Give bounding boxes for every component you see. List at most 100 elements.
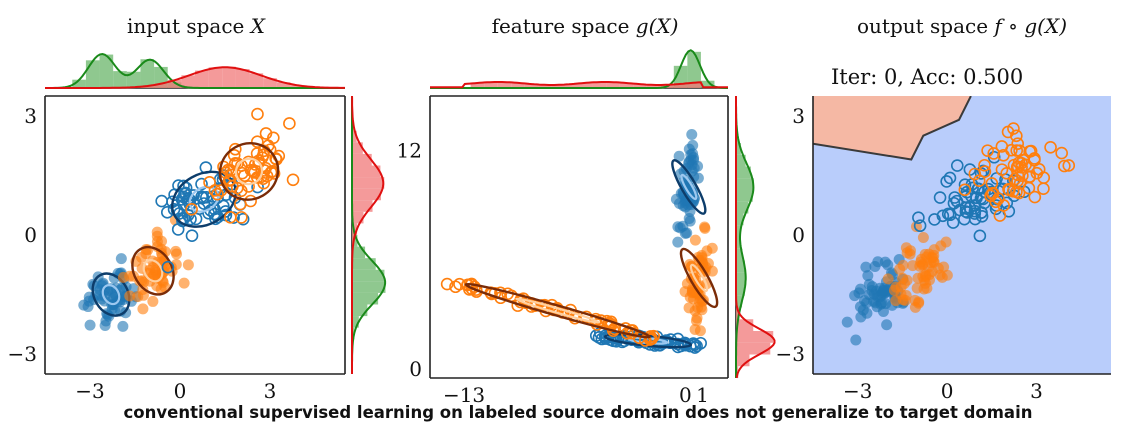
target-histogram-bar bbox=[736, 331, 774, 343]
density-contour bbox=[171, 170, 237, 228]
data-point bbox=[236, 212, 250, 226]
data-point bbox=[694, 325, 706, 337]
panel-input-space: −3 0 3 −3 0 3 bbox=[8, 52, 387, 403]
data-point bbox=[928, 213, 941, 226]
target-kde-curve bbox=[45, 66, 345, 89]
series-target-class-1-hollow- bbox=[958, 122, 1076, 222]
y-tick-label: 12 bbox=[397, 139, 422, 163]
data-point bbox=[688, 338, 702, 351]
data-point bbox=[976, 192, 990, 206]
x-tick-label: 3 bbox=[1030, 379, 1043, 403]
data-point bbox=[1037, 171, 1051, 184]
data-point bbox=[958, 178, 972, 191]
data-point bbox=[869, 261, 881, 273]
data-point bbox=[160, 206, 174, 219]
data-point bbox=[706, 242, 718, 254]
source-histogram-bar bbox=[352, 292, 379, 305]
data-point bbox=[876, 289, 888, 301]
data-point bbox=[251, 135, 264, 149]
data-point bbox=[151, 226, 163, 238]
data-point bbox=[645, 332, 658, 346]
source-histogram-bar bbox=[700, 80, 715, 88]
data-point bbox=[1062, 159, 1076, 172]
data-point bbox=[208, 184, 222, 197]
data-point bbox=[987, 150, 1001, 164]
source-histogram-bar bbox=[736, 201, 749, 214]
data-point bbox=[950, 159, 964, 172]
target-histogram-bar bbox=[687, 82, 701, 88]
target-kde-curve bbox=[735, 96, 776, 379]
data-point bbox=[1028, 190, 1042, 204]
region-class-1 bbox=[813, 96, 971, 160]
data-point bbox=[117, 320, 129, 332]
data-point bbox=[673, 150, 685, 162]
data-point bbox=[195, 190, 208, 204]
data-point bbox=[197, 197, 211, 210]
data-point bbox=[882, 273, 894, 285]
data-point bbox=[691, 312, 703, 324]
y-tick-label: 0 bbox=[792, 223, 805, 247]
x-tick-label: −13 bbox=[443, 383, 485, 407]
source-histogram-bar bbox=[736, 248, 743, 261]
data-point bbox=[968, 207, 982, 220]
data-point bbox=[244, 194, 257, 208]
source-histogram-bar bbox=[736, 260, 745, 273]
data-point bbox=[683, 213, 695, 225]
data-point bbox=[115, 253, 127, 265]
series-target-class-1-hollow- bbox=[440, 277, 660, 347]
density-contour bbox=[671, 159, 707, 215]
target-histogram-bar bbox=[290, 85, 305, 88]
source-kde-curve bbox=[45, 52, 345, 89]
data-point bbox=[671, 337, 685, 351]
target-histogram-bar bbox=[619, 82, 634, 88]
source-histogram-bar bbox=[736, 272, 746, 284]
data-point bbox=[854, 301, 866, 313]
scatter-points bbox=[841, 122, 1076, 346]
density-contour-inner bbox=[234, 157, 264, 186]
data-point bbox=[156, 250, 168, 262]
target-histogram-bar bbox=[352, 188, 381, 201]
target-histogram-bar bbox=[736, 319, 754, 331]
data-point bbox=[697, 295, 709, 307]
source-histogram-bar bbox=[85, 60, 100, 88]
data-point bbox=[674, 222, 686, 234]
data-point bbox=[1030, 166, 1044, 180]
target-histogram-bar bbox=[154, 83, 168, 88]
data-point bbox=[114, 296, 126, 308]
data-point bbox=[283, 117, 296, 130]
data-point bbox=[1001, 125, 1015, 139]
iteration-accuracy-label: Iter: 0, Acc: 0.500 bbox=[831, 65, 1023, 89]
data-point bbox=[940, 175, 953, 188]
data-point bbox=[866, 281, 878, 293]
source-histogram-bar bbox=[140, 59, 155, 88]
data-point bbox=[1010, 144, 1024, 157]
target-histogram-bar bbox=[249, 73, 264, 88]
target-histogram-bar bbox=[736, 342, 771, 355]
source-histogram-bar bbox=[352, 246, 366, 259]
data-point bbox=[224, 211, 237, 224]
x-tick-label: −3 bbox=[843, 379, 872, 403]
data-point bbox=[182, 259, 194, 271]
source-histogram-bar bbox=[352, 269, 385, 282]
data-point bbox=[862, 270, 874, 282]
data-point bbox=[897, 259, 909, 271]
data-point bbox=[672, 236, 684, 248]
target-histogram-bar bbox=[497, 81, 512, 88]
density-contour-inner bbox=[680, 173, 698, 201]
target-histogram-bar bbox=[263, 78, 277, 88]
data-point bbox=[854, 283, 866, 295]
data-point bbox=[178, 277, 190, 289]
panel-title-output: output space f ∘ g(X) bbox=[857, 14, 1067, 38]
data-point bbox=[267, 131, 280, 145]
data-point bbox=[913, 219, 927, 233]
data-point bbox=[84, 319, 96, 331]
source-histogram-bar bbox=[352, 316, 359, 328]
data-point bbox=[936, 209, 950, 223]
data-point bbox=[911, 282, 923, 294]
x-tick-label: −3 bbox=[75, 379, 104, 403]
target-histogram-bar bbox=[470, 82, 485, 88]
data-point bbox=[147, 295, 159, 307]
target-histogram-bar bbox=[352, 142, 363, 154]
series-source-class-1-filled- bbox=[117, 214, 194, 315]
